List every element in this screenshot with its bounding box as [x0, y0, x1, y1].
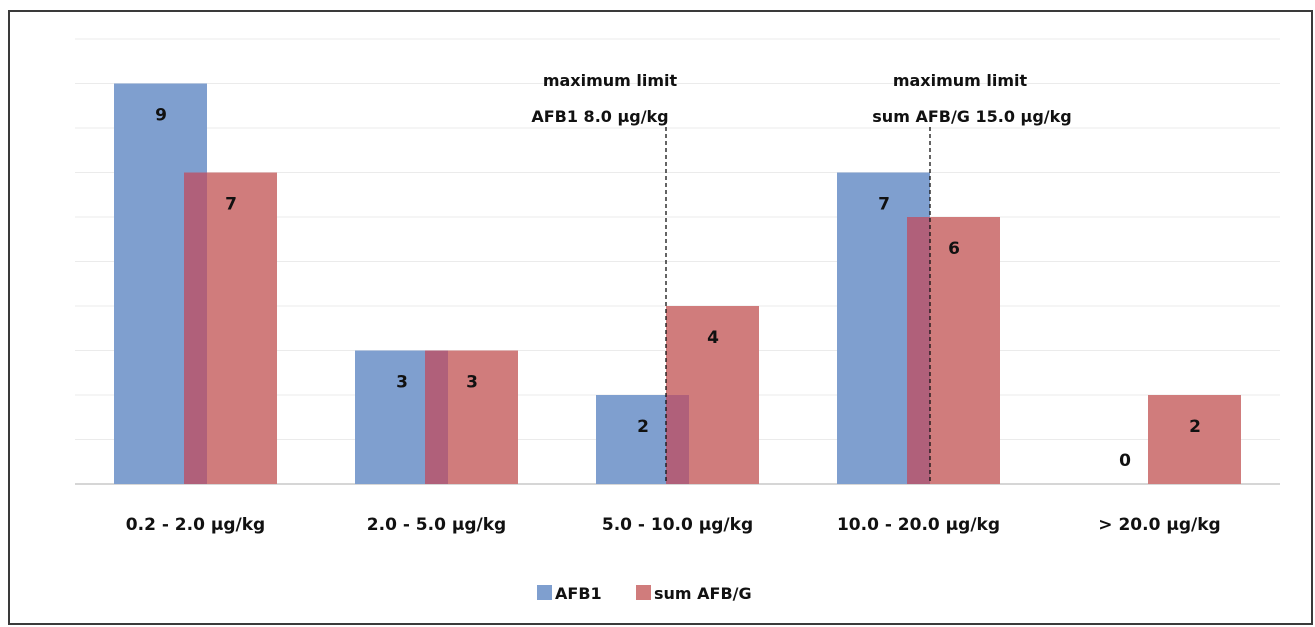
bar-overlap — [907, 217, 930, 484]
bar-overlap — [425, 350, 448, 484]
annotation-line2: sum AFB/G 15.0 µg/kg — [872, 107, 1071, 126]
bar-sum AFB/G — [1148, 395, 1241, 484]
legend: AFB1 sum AFB/G — [537, 584, 752, 603]
bar-overlap — [666, 395, 689, 484]
x-tick-label: 0.2 - 2.0 µg/kg — [126, 515, 265, 535]
annotation-line1: maximum limit — [543, 71, 678, 90]
data-label: 3 — [466, 373, 478, 393]
data-label: 0 — [1119, 451, 1131, 471]
annotation-line2: AFB1 8.0 µg/kg — [531, 107, 668, 126]
data-label: 2 — [637, 417, 649, 437]
x-tick-label: 5.0 - 10.0 µg/kg — [602, 515, 753, 535]
data-label: 7 — [225, 195, 237, 215]
x-tick-label: 2.0 - 5.0 µg/kg — [367, 515, 506, 535]
legend-swatch — [537, 585, 552, 600]
data-label: 4 — [707, 328, 719, 348]
data-label: 6 — [948, 239, 960, 259]
annotation-line1: maximum limit — [893, 71, 1028, 90]
legend-label: sum AFB/G — [654, 584, 752, 603]
x-tick-label: > 20.0 µg/kg — [1098, 515, 1220, 535]
bar-overlap — [184, 172, 207, 484]
x-tick-labels: 0.2 - 2.0 µg/kg 2.0 - 5.0 µg/kg 5.0 - 10.0… — [126, 515, 1221, 535]
legend-label: AFB1 — [555, 584, 602, 603]
annotations: maximum limit AFB1 8.0 µg/kg maximum limit… — [531, 71, 1072, 484]
legend-swatch — [636, 585, 651, 600]
data-label: 2 — [1189, 417, 1201, 437]
bars: 9 7 3 3 2 4 7 6 0 2 — [114, 83, 1241, 484]
data-label: 9 — [155, 106, 167, 126]
data-label: 3 — [396, 373, 408, 393]
x-tick-label: 10.0 - 20.0 µg/kg — [837, 515, 1000, 535]
data-label: 7 — [878, 195, 890, 215]
